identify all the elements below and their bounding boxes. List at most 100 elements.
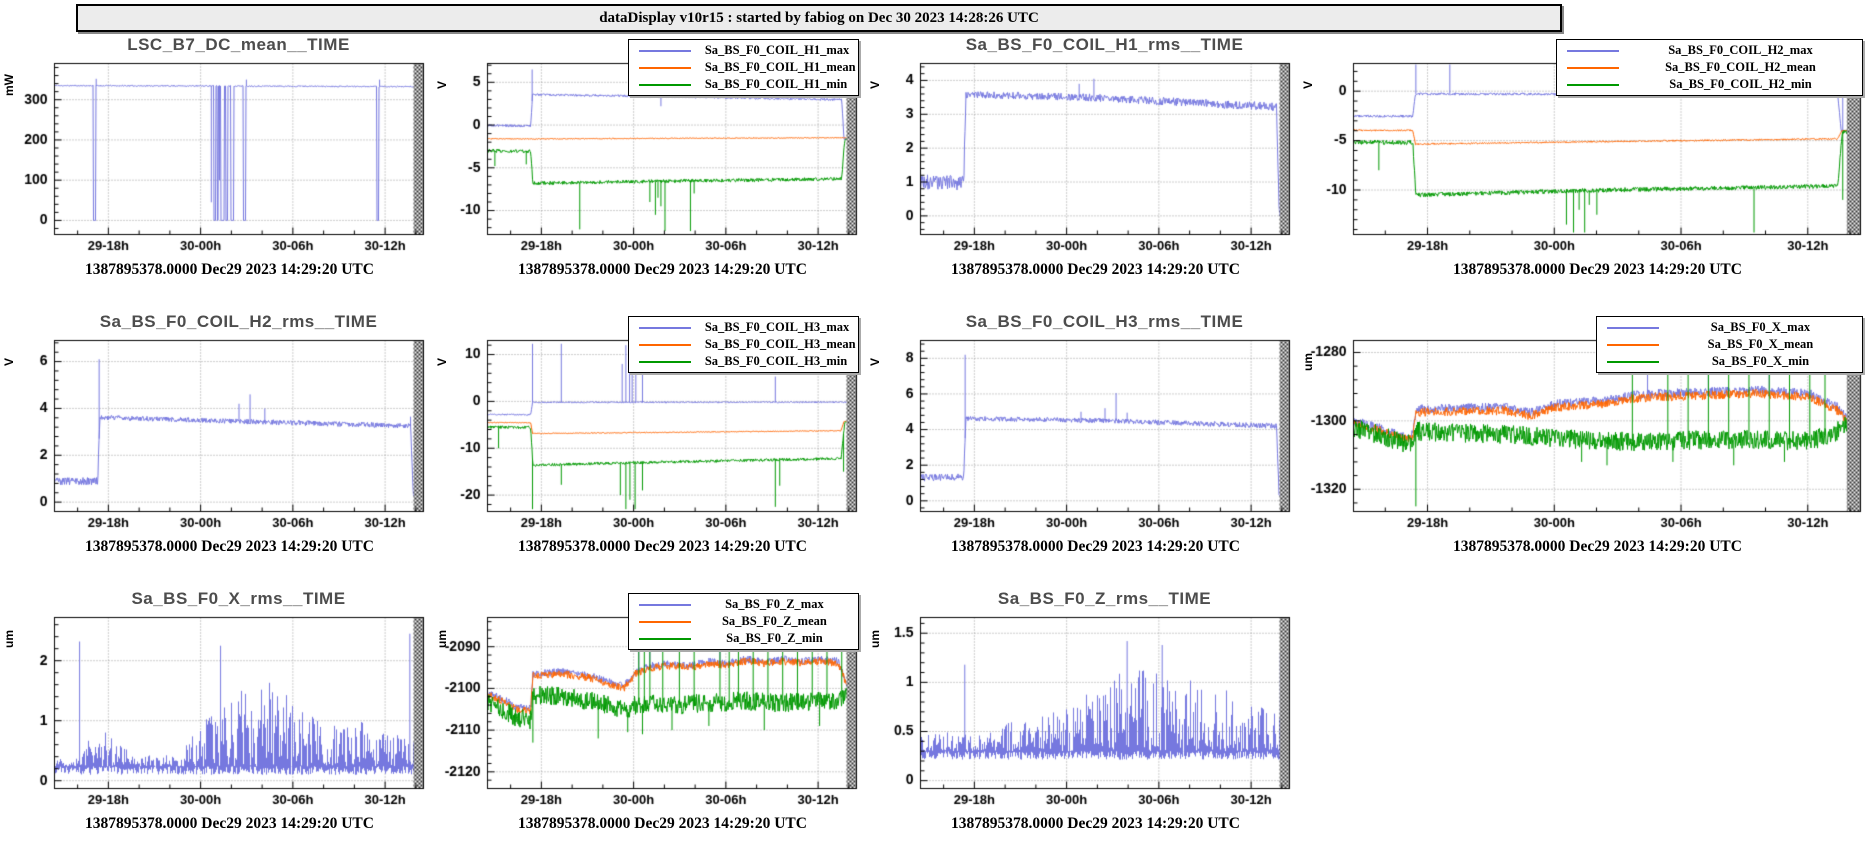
plot-title: LSC_B7_DC_mean__TIME xyxy=(127,35,350,54)
chart-cell: V 1387895378.0000 Dec29 2023 14:29:20 UT… xyxy=(433,311,866,588)
legend-entry: Sa_BS_F0_COIL_H1_min xyxy=(629,76,858,93)
start-timestamp: 1387895378.0000 Dec29 2023 14:29:20 UTC xyxy=(85,538,374,555)
legend-entry: Sa_BS_F0_Z_mean xyxy=(629,613,858,630)
legend-entry: Sa_BS_F0_COIL_H2_max xyxy=(1557,42,1862,59)
plot-title: Sa_BS_F0_COIL_H3_rms__TIME xyxy=(965,312,1244,331)
legend-label: Sa_BS_F0_COIL_H3_mean xyxy=(704,337,856,351)
app-title-text: dataDisplay v10r15 : started by fabiog o… xyxy=(599,9,1039,26)
legend-entry: Sa_BS_F0_X_mean xyxy=(1597,336,1862,353)
y-axis-unit: V xyxy=(2,358,16,367)
y-axis-unit: V xyxy=(435,358,449,367)
y-axis-unit: um xyxy=(435,630,449,648)
legend-entry: Sa_BS_F0_Z_min xyxy=(629,630,858,647)
legend-label: Sa_BS_F0_COIL_H1_mean xyxy=(704,60,856,74)
app-title-bar: dataDisplay v10r15 : started by fabiog o… xyxy=(76,4,1562,32)
legend-entry: Sa_BS_F0_COIL_H3_max xyxy=(629,319,858,336)
start-timestamp: 1387895378.0000 Dec29 2023 14:29:20 UTC xyxy=(518,261,807,278)
legend-entry: Sa_BS_F0_X_min xyxy=(1597,353,1862,370)
legend-line-icon xyxy=(638,360,691,363)
chart-cell: Sa_BS_F0_COIL_H1_rms__TIME V 1387895378.… xyxy=(866,34,1299,311)
chart-cell: Sa_BS_F0_COIL_H2_rms__TIME V 1387895378.… xyxy=(0,311,433,588)
legend-entry: Sa_BS_F0_COIL_H1_mean xyxy=(629,59,858,76)
start-timestamp: 1387895378.0000 Dec29 2023 14:29:20 UTC xyxy=(1453,261,1742,278)
chart-cell: V 1387895378.0000 Dec29 2023 14:29:20 UT… xyxy=(1299,34,1870,311)
legend-label: Sa_BS_F0_Z_max xyxy=(725,597,824,611)
start-timestamp: 1387895378.0000 Dec29 2023 14:29:20 UTC xyxy=(518,815,807,832)
start-timestamp: 1387895378.0000 Dec29 2023 14:29:20 UTC xyxy=(518,538,807,555)
chart-cell: Sa_BS_F0_X_rms__TIME um 1387895378.0000 … xyxy=(0,588,433,865)
y-axis-unit: um xyxy=(2,630,16,648)
y-axis-unit: V xyxy=(868,81,882,90)
plots-grid: LSC_B7_DC_mean__TIME mW 1387895378.0000 … xyxy=(0,34,1870,865)
chart-cell: Sa_BS_F0_COIL_H3_rms__TIME V 1387895378.… xyxy=(866,311,1299,588)
legend-label: Sa_BS_F0_X_min xyxy=(1711,354,1810,368)
plot-title: Sa_BS_F0_Z_rms__TIME xyxy=(997,589,1212,608)
legend-label: Sa_BS_F0_COIL_H2_min xyxy=(1669,77,1812,91)
y-axis-unit: V xyxy=(435,81,449,90)
y-axis-unit: V xyxy=(868,358,882,367)
legend-entry: Sa_BS_F0_COIL_H3_mean xyxy=(629,336,858,353)
legend-line-icon xyxy=(1606,326,1659,329)
legend: Sa_BS_F0_COIL_H3_max Sa_BS_F0_COIL_H3_mea… xyxy=(627,316,859,373)
plot-canvas[interactable] xyxy=(868,610,1295,812)
legend-label: Sa_BS_F0_X_max xyxy=(1710,320,1811,334)
legend-label: Sa_BS_F0_COIL_H1_max xyxy=(704,43,850,57)
start-timestamp: 1387895378.0000 Dec29 2023 14:29:20 UTC xyxy=(951,261,1240,278)
legend: Sa_BS_F0_COIL_H2_max Sa_BS_F0_COIL_H2_mea… xyxy=(1555,39,1863,96)
legend-line-icon xyxy=(1606,343,1659,346)
legend-line-icon xyxy=(1606,360,1659,363)
start-timestamp: 1387895378.0000 Dec29 2023 14:29:20 UTC xyxy=(1453,538,1742,555)
legend-label: Sa_BS_F0_COIL_H1_min xyxy=(704,77,848,91)
legend-entry: Sa_BS_F0_COIL_H2_min xyxy=(1557,76,1862,93)
start-timestamp: 1387895378.0000 Dec29 2023 14:29:20 UTC xyxy=(85,815,374,832)
y-axis-unit: V xyxy=(1301,81,1315,90)
plot-canvas[interactable] xyxy=(2,333,429,535)
legend-entry: Sa_BS_F0_COIL_H3_min xyxy=(629,353,858,370)
plot-canvas[interactable] xyxy=(868,56,1295,258)
start-timestamp: 1387895378.0000 Dec29 2023 14:29:20 UTC xyxy=(951,815,1240,832)
empty-cell xyxy=(1299,588,1870,865)
y-axis-unit: um xyxy=(868,630,882,648)
legend-line-icon xyxy=(1566,49,1619,52)
legend-line-icon xyxy=(1566,83,1619,86)
legend: Sa_BS_F0_X_max Sa_BS_F0_X_mean Sa_BS_F0_X_… xyxy=(1595,316,1863,373)
legend-entry: Sa_BS_F0_COIL_H2_mean xyxy=(1557,59,1862,76)
legend-entry: Sa_BS_F0_X_max xyxy=(1597,319,1862,336)
start-timestamp: 1387895378.0000 Dec29 2023 14:29:20 UTC xyxy=(951,538,1240,555)
legend-line-icon xyxy=(638,49,691,52)
y-axis-unit: mW xyxy=(2,74,16,96)
legend-line-icon xyxy=(638,603,691,606)
chart-cell: Sa_BS_F0_Z_rms__TIME um 1387895378.0000 … xyxy=(866,588,1299,865)
legend: Sa_BS_F0_COIL_H1_max Sa_BS_F0_COIL_H1_mea… xyxy=(627,39,859,96)
legend-line-icon xyxy=(638,83,691,86)
plot-title: Sa_BS_F0_X_rms__TIME xyxy=(131,589,346,608)
legend-entry: Sa_BS_F0_Z_max xyxy=(629,596,858,613)
legend-label: Sa_BS_F0_Z_mean xyxy=(721,614,827,628)
plot-title: Sa_BS_F0_COIL_H2_rms__TIME xyxy=(99,312,378,331)
legend-label: Sa_BS_F0_Z_min xyxy=(726,631,823,645)
legend-entry: Sa_BS_F0_COIL_H1_max xyxy=(629,42,858,59)
plot-canvas[interactable] xyxy=(868,333,1295,535)
legend-label: Sa_BS_F0_COIL_H2_mean xyxy=(1665,60,1816,74)
legend-line-icon xyxy=(638,66,691,69)
legend-line-icon xyxy=(638,620,691,623)
legend-label: Sa_BS_F0_COIL_H2_max xyxy=(1668,43,1813,57)
y-axis-unit: um xyxy=(1301,353,1315,371)
legend-label: Sa_BS_F0_COIL_H3_min xyxy=(704,354,848,368)
legend: Sa_BS_F0_Z_max Sa_BS_F0_Z_mean Sa_BS_F0_Z_… xyxy=(627,593,859,650)
legend-line-icon xyxy=(638,326,691,329)
legend-label: Sa_BS_F0_X_mean xyxy=(1707,337,1814,351)
plot-title: Sa_BS_F0_COIL_H1_rms__TIME xyxy=(965,35,1244,54)
chart-cell: um 1387895378.0000 Dec29 2023 14:29:20 U… xyxy=(433,588,866,865)
plot-canvas[interactable] xyxy=(2,610,429,812)
legend-label: Sa_BS_F0_COIL_H3_max xyxy=(704,320,850,334)
chart-cell: um 1387895378.0000 Dec29 2023 14:29:20 U… xyxy=(1299,311,1870,588)
legend-line-icon xyxy=(638,343,691,346)
start-timestamp: 1387895378.0000 Dec29 2023 14:29:20 UTC xyxy=(85,261,374,278)
legend-line-icon xyxy=(1566,66,1619,69)
chart-cell: LSC_B7_DC_mean__TIME mW 1387895378.0000 … xyxy=(0,34,433,311)
plot-canvas[interactable] xyxy=(2,56,429,258)
chart-cell: V 1387895378.0000 Dec29 2023 14:29:20 UT… xyxy=(433,34,866,311)
legend-line-icon xyxy=(638,637,691,640)
